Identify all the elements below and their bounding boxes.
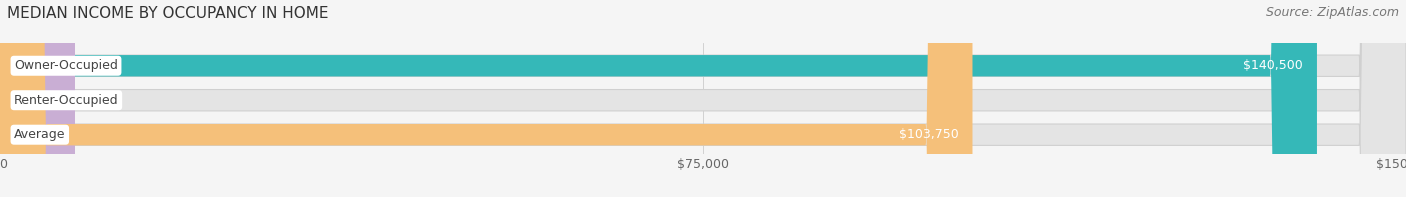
Text: $0: $0	[94, 94, 110, 107]
Text: $103,750: $103,750	[898, 128, 959, 141]
Text: Source: ZipAtlas.com: Source: ZipAtlas.com	[1265, 6, 1399, 19]
Text: Renter-Occupied: Renter-Occupied	[14, 94, 118, 107]
Text: $140,500: $140,500	[1243, 59, 1303, 72]
Text: Owner-Occupied: Owner-Occupied	[14, 59, 118, 72]
Text: MEDIAN INCOME BY OCCUPANCY IN HOME: MEDIAN INCOME BY OCCUPANCY IN HOME	[7, 6, 329, 21]
FancyBboxPatch shape	[0, 0, 75, 197]
FancyBboxPatch shape	[0, 0, 973, 197]
FancyBboxPatch shape	[0, 0, 1317, 197]
Text: Average: Average	[14, 128, 66, 141]
